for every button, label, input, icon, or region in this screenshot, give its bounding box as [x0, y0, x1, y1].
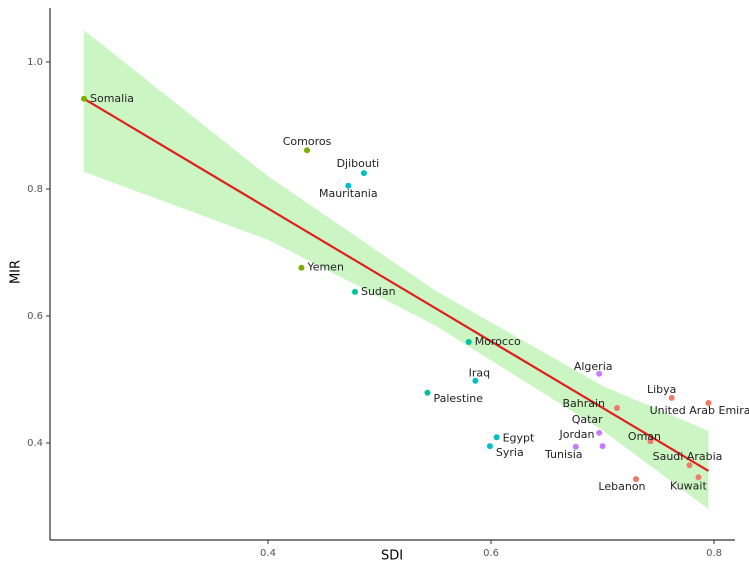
x-tick-label: 0.4 [260, 548, 276, 559]
y-axis-label: MIR [9, 260, 24, 284]
x-tick-label: 0.8 [706, 548, 722, 559]
point-label: Lebanon [598, 480, 645, 493]
point-label: Djibouti [337, 157, 380, 170]
point-label: United Arab Emirates [650, 404, 749, 417]
x-tick-label: 0.6 [483, 548, 499, 559]
point [424, 389, 431, 396]
point-label: Iraq [469, 367, 491, 380]
point-label: Yemen [306, 261, 344, 274]
point-label: Algeria [574, 360, 613, 373]
point [572, 443, 579, 450]
point [298, 264, 305, 271]
point-label: Sudan [361, 285, 396, 298]
point-label: Saudi Arabia [653, 450, 723, 463]
point-label: Tunisia [544, 448, 583, 461]
y-tick-label: 0.4 [27, 438, 43, 449]
y-tick-label: 0.6 [27, 311, 43, 322]
x-axis-label: SDI [381, 549, 403, 564]
point-label: Syria [496, 446, 524, 459]
point [493, 434, 500, 441]
point-label: Comoros [283, 135, 332, 148]
confidence-band [84, 30, 709, 510]
point [304, 147, 311, 154]
point [360, 170, 367, 177]
point [647, 438, 654, 445]
point-label: Jordan [559, 428, 595, 441]
point [599, 443, 606, 450]
y-tick-label: 0.8 [27, 184, 43, 195]
regression-line [83, 97, 710, 472]
point-label: Kuwait [670, 479, 707, 492]
point [81, 95, 88, 102]
point [596, 429, 603, 436]
point-label: Somalia [90, 92, 134, 105]
point [705, 399, 712, 406]
point [686, 462, 693, 469]
point [695, 474, 702, 481]
point [465, 339, 472, 346]
point-label: Mauritania [319, 187, 378, 200]
point [472, 377, 479, 384]
point-label: Palestine [433, 392, 483, 405]
point-label: Egypt [503, 431, 535, 444]
point [614, 405, 621, 412]
point-label: Morocco [475, 335, 521, 348]
point-label: Bahrain [562, 397, 605, 410]
y-tick-label: 1.0 [27, 57, 43, 68]
point-label: Libya [647, 383, 676, 396]
point-label: Qatar [572, 413, 603, 426]
point [486, 443, 493, 450]
point [345, 182, 352, 189]
point [351, 288, 358, 295]
point [668, 394, 675, 401]
point [632, 476, 639, 483]
point-label: Oman [628, 430, 661, 443]
point [596, 370, 603, 377]
